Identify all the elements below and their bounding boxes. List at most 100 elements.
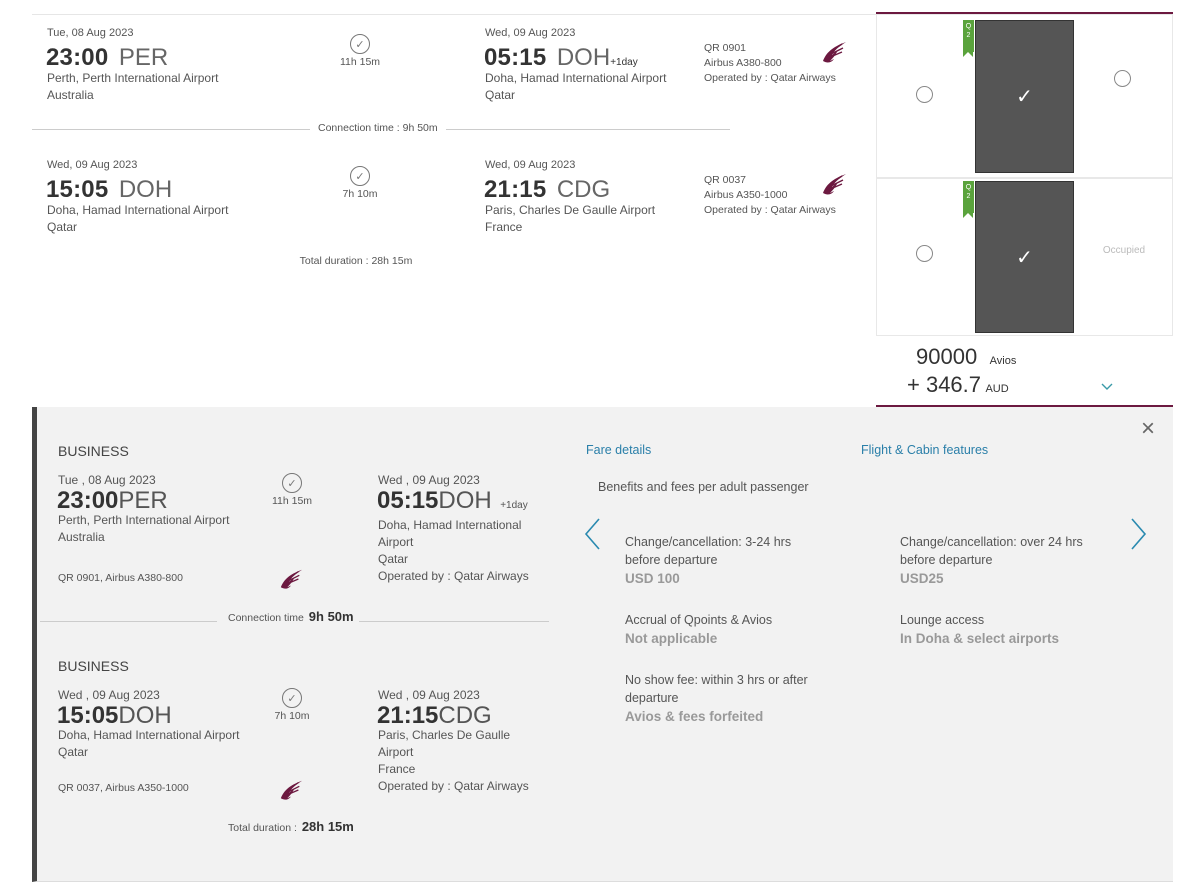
- segment-duration: ✓ 7h 10m: [262, 688, 322, 722]
- arrival-airport: Doha, Hamad International: [378, 518, 522, 532]
- occupied-label: Occupied: [1102, 245, 1146, 256]
- arrival-airport-code: DOH: [438, 487, 492, 514]
- fare-radio[interactable]: [1114, 70, 1131, 87]
- clock-icon: ✓: [350, 34, 370, 54]
- qsuite-tag: Q 2: [963, 181, 974, 218]
- benefit-label: Accrual of Qpoints & Avios: [625, 613, 773, 627]
- arrival-time: 05:15: [377, 487, 439, 514]
- next-day-indicator: +1day: [610, 57, 638, 68]
- cabin-class: BUSINESS: [58, 443, 129, 459]
- benefit-label: Lounge access: [900, 613, 985, 627]
- total-duration: Total duration : 28h 15m: [299, 255, 413, 267]
- arrival-airport-cont: Airport: [378, 535, 414, 549]
- duration-label: 11h 15m: [271, 495, 313, 507]
- flight-info: QR 0901, Airbus A380-800: [58, 572, 183, 584]
- connection-time: Connection time : 9h 50m: [310, 122, 446, 134]
- selected-fare-cell[interactable]: ✓: [975, 20, 1074, 173]
- duration-label: 11h 15m: [339, 56, 381, 68]
- fare-radio[interactable]: [916, 86, 933, 103]
- tab-fare-details[interactable]: Fare details: [586, 443, 652, 457]
- fare-detail-panel: × BUSINESS Tue , 08 Aug 2023 23:00PER Pe…: [32, 407, 1173, 882]
- arrival-airport-code: DOH: [556, 44, 611, 71]
- departure-country: Qatar: [47, 220, 78, 234]
- clock-icon: ✓: [282, 473, 302, 493]
- duration-label: 7h 10m: [342, 188, 378, 200]
- arrival-airport-code: CDG: [556, 176, 611, 203]
- arrival-airport-code: CDG: [438, 702, 492, 729]
- tab-flight-cabin-features[interactable]: Flight & Cabin features: [861, 443, 989, 457]
- benefit-value: USD25: [900, 571, 944, 586]
- fare-row-1: ✓ Q 2: [876, 14, 1173, 178]
- arrival-country: France: [485, 220, 523, 234]
- arrival-time: 21:15: [484, 176, 547, 203]
- benefit-label: Change/cancellation: 3-24 hrs: [625, 535, 792, 549]
- chevron-right-icon[interactable]: [1128, 517, 1148, 556]
- duration-label: 7h 10m: [274, 710, 310, 722]
- benefit-value: Not applicable: [625, 631, 718, 646]
- departure-airport: Doha, Hamad International Airport: [58, 728, 240, 742]
- connection-label: Connection time: [228, 612, 304, 624]
- qatar-airways-logo-icon: [820, 39, 848, 65]
- departure-airport-code: PER: [118, 44, 169, 71]
- avios-unit: Avios: [989, 355, 1017, 367]
- arrival-airport: Doha, Hamad International Airport: [485, 71, 667, 85]
- selected-fare-cell[interactable]: ✓: [975, 181, 1074, 333]
- benefit-label: departure: [625, 691, 679, 705]
- segment-duration: ✓ 11h 15m: [262, 473, 322, 507]
- benefit-label: Change/cancellation: over 24 hrs: [900, 535, 1083, 549]
- arrival-airport: Paris, Charles De Gaulle Airport: [485, 203, 656, 217]
- aircraft-type: Airbus A350-1000: [704, 189, 788, 201]
- operated-by: Operated by : Qatar Airways: [704, 72, 836, 84]
- departure-time: 15:05: [57, 702, 119, 729]
- benefit-label: before departure: [900, 553, 993, 567]
- departure-time: 23:00: [46, 44, 109, 71]
- departure-airport: Perth, Perth International Airport: [58, 513, 230, 527]
- departure-date: Wed , 09 Aug 2023: [58, 688, 160, 702]
- aircraft-type: Airbus A380-800: [704, 57, 782, 69]
- benefit-no-show: No show fee: within 3 hrs or after depar…: [625, 671, 845, 724]
- benefit-value: Avios & fees forfeited: [625, 709, 764, 724]
- benefits-title: Benefits and fees per adult passenger: [598, 480, 809, 494]
- departure-date: Tue , 08 Aug 2023: [58, 473, 156, 487]
- benefit-value: USD 100: [625, 571, 680, 586]
- benefit-label: before departure: [625, 553, 718, 567]
- arrival-country: Qatar: [378, 552, 409, 566]
- departure-time: 15:05: [46, 176, 109, 203]
- chevron-left-icon[interactable]: [583, 517, 603, 556]
- arrival-date: Wed, 09 Aug 2023: [485, 27, 576, 39]
- benefit-label: No show fee: within 3 hrs or after: [625, 673, 808, 687]
- departure-date: Wed, 09 Aug 2023: [47, 159, 138, 171]
- fare-selection-panel: ✓ Q 2 ✓ Q 2 Occupied 90000 Avios + 346.7…: [876, 12, 1173, 407]
- clock-icon: ✓: [282, 688, 302, 708]
- benefit-accrual: Accrual of Qpoints & Avios Not applicabl…: [625, 611, 845, 646]
- qatar-airways-logo-icon: [278, 778, 304, 802]
- operated-by: Operated by : Qatar Airways: [704, 204, 836, 216]
- departure-time: 23:00: [57, 487, 119, 514]
- chevron-down-icon[interactable]: [1100, 378, 1114, 396]
- fare-radio[interactable]: [916, 245, 933, 262]
- qatar-airways-logo-icon: [278, 567, 304, 591]
- total-duration-label: Total duration :: [228, 822, 297, 834]
- arrival-time: 05:15: [484, 44, 547, 71]
- departure-date: Tue, 08 Aug 2023: [47, 27, 134, 39]
- departure-country: Australia: [47, 88, 94, 102]
- arrival-date: Wed , 09 Aug 2023: [378, 473, 480, 487]
- segment-duration: ✓ 7h 10m: [330, 166, 390, 200]
- flight-number: QR 0901: [704, 42, 747, 54]
- connection-time: 9h 50m: [308, 609, 354, 624]
- flight-info: QR 0037, Airbus A350-1000: [58, 782, 189, 794]
- currency-code: AUD: [985, 383, 1009, 395]
- next-day-indicator: +1day: [500, 500, 528, 511]
- cash-amount: + 346.7: [907, 372, 982, 397]
- arrival-airport-cont: Airport: [378, 745, 414, 759]
- arrival-date: Wed , 09 Aug 2023: [378, 688, 480, 702]
- fare-row-2: ✓ Q 2 Occupied: [876, 178, 1173, 336]
- connection-divider: [359, 621, 549, 622]
- total-duration: 28h 15m: [301, 819, 354, 834]
- departure-country: Qatar: [58, 745, 89, 759]
- qatar-airways-logo-icon: [820, 171, 848, 197]
- benefit-lounge: Lounge access In Doha & select airports: [900, 611, 1140, 646]
- arrival-country: France: [378, 762, 416, 776]
- close-icon[interactable]: ×: [1141, 415, 1156, 442]
- departure-airport-code: DOH: [118, 702, 172, 729]
